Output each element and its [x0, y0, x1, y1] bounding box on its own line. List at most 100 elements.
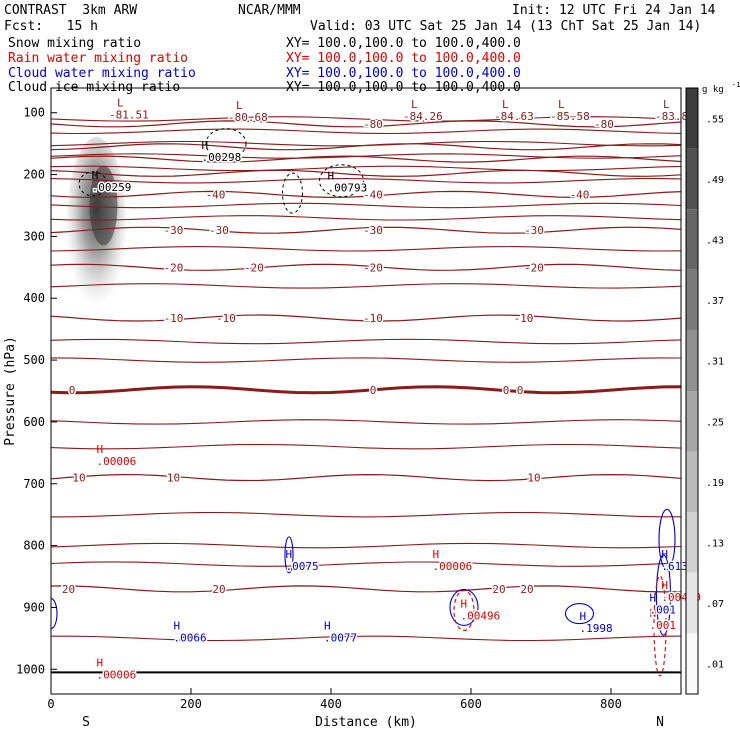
colorbar-unit: g kg: [702, 85, 724, 95]
x-tick-label: 400: [320, 697, 342, 711]
rain-water-contour: [453, 589, 475, 632]
x-tick-label: 0: [47, 697, 54, 711]
contour-label: -20: [244, 261, 264, 274]
low-value: -85.58: [550, 110, 590, 123]
low-marker: L: [236, 99, 243, 112]
max-value: .00298: [202, 151, 242, 164]
colorbar-tick-label: .43: [706, 236, 724, 247]
contour-label: 0: [503, 384, 510, 397]
contour-label: -10: [514, 312, 534, 325]
cloud-ice-contour: [205, 128, 247, 160]
max-marker: H: [650, 591, 657, 604]
max-marker: H: [97, 656, 104, 669]
model-title: CONTRAST 3km ARW: [4, 3, 138, 18]
y-tick-label: 400: [23, 291, 45, 305]
y-tick-label: 100: [23, 106, 45, 120]
contour-label: -30: [524, 224, 544, 237]
cloud-ice-contour: [282, 172, 303, 214]
colorbar-segment: [686, 330, 698, 391]
contour-line: [51, 165, 681, 172]
y-tick-label: 1000: [16, 662, 45, 676]
contour-label: 20: [62, 583, 75, 596]
max-value: .00006: [433, 560, 473, 573]
y-tick-label: 600: [23, 415, 45, 429]
y-tick-label: 800: [23, 539, 45, 553]
contour-label: -30: [363, 224, 383, 237]
contour-label: -80: [594, 118, 614, 131]
temperature-contour: [51, 169, 681, 177]
field-snow-xy: XY= 100.0,100.0 to 100.0,400.0: [286, 36, 521, 51]
endpoint-south: S: [82, 715, 90, 730]
max-marker: H: [580, 610, 587, 623]
max-marker: H: [286, 548, 293, 561]
contour-label: 20: [520, 583, 533, 596]
contour-label: 10: [527, 472, 540, 485]
contour-line: [51, 542, 681, 549]
forecast-hour: Fcst: 15 h: [4, 19, 98, 34]
colorbar-segment: [686, 451, 698, 513]
x-axis-label: Distance (km): [315, 715, 417, 730]
max-marker: H: [174, 619, 181, 632]
colorbar-segment: [686, 148, 698, 210]
contour-line: [51, 511, 681, 518]
cloud-water-contour: [655, 554, 672, 636]
contour-line: [51, 419, 681, 425]
temperature-contour: [51, 155, 681, 163]
rain-water-contour: [653, 575, 667, 677]
max-marker: H: [433, 548, 440, 561]
cloud-water-contour: [51, 598, 58, 630]
contour-line: [51, 202, 681, 209]
contour-label: 0: [69, 384, 76, 397]
temperature-contour: [51, 473, 681, 482]
max-value: .00496: [461, 610, 501, 623]
colorbar-segment: [686, 633, 698, 694]
contour-line: [51, 128, 681, 135]
contour-label: -80: [363, 118, 383, 131]
max-value: .00006: [97, 455, 137, 468]
init-time: Init: 12 UTC Fri 24 Jan 14: [512, 3, 716, 18]
contour-label: 10: [167, 472, 180, 485]
contour-label: 10: [72, 472, 85, 485]
contour-label: -10: [216, 312, 236, 325]
max-value: .0077: [324, 631, 357, 644]
contour-line: [51, 561, 681, 567]
max-marker: H: [328, 170, 335, 183]
field-cloud-name: Cloud water mixing ratio: [8, 66, 196, 81]
y-tick-label: 700: [23, 477, 45, 491]
max-marker: H: [97, 443, 104, 456]
contour-line: [51, 246, 681, 252]
max-value: .0075: [286, 560, 319, 573]
colorbar-tick-label: .49: [706, 175, 724, 186]
field-snow-name: Snow mixing ratio: [8, 36, 142, 51]
temperature-contour: [51, 314, 681, 322]
temperature-contour: [51, 385, 681, 395]
colorbar-segment: [686, 209, 698, 270]
contour-label: -20: [164, 261, 184, 274]
colorbar-tick-label: .25: [706, 417, 724, 428]
max-marker: H: [324, 619, 331, 632]
colorbar-tick-label: .37: [706, 296, 724, 307]
max-value: .001: [650, 619, 677, 632]
x-tick-label: 200: [180, 697, 202, 711]
max-marker: H: [661, 579, 668, 592]
field-rain-xy: XY= 100.0,100.0 to 100.0,400.0: [286, 51, 521, 66]
contour-label: -20: [524, 261, 544, 274]
colorbar-tick-label: .13: [706, 539, 724, 550]
y-tick-label: 200: [23, 168, 45, 182]
y-axis-label: Pressure (hPa): [3, 336, 18, 446]
snow-shading-core: [89, 165, 118, 246]
max-value: .00006: [97, 668, 137, 681]
max-marker: H: [661, 548, 668, 561]
temperature-contour: [51, 190, 681, 199]
colorbar-frame: [685, 87, 699, 695]
contour-label: 0: [517, 384, 524, 397]
y-tick-label: 300: [23, 229, 45, 243]
low-marker: L: [663, 98, 670, 111]
cloud-water-contour: [658, 508, 676, 570]
colorbar-tick-label: .31: [706, 357, 724, 368]
contour-label: -40: [206, 188, 226, 201]
max-marker: H: [92, 169, 99, 182]
contour-label: -30: [164, 224, 184, 237]
organization: NCAR/MMM: [238, 3, 301, 18]
max-marker: H: [650, 607, 657, 620]
